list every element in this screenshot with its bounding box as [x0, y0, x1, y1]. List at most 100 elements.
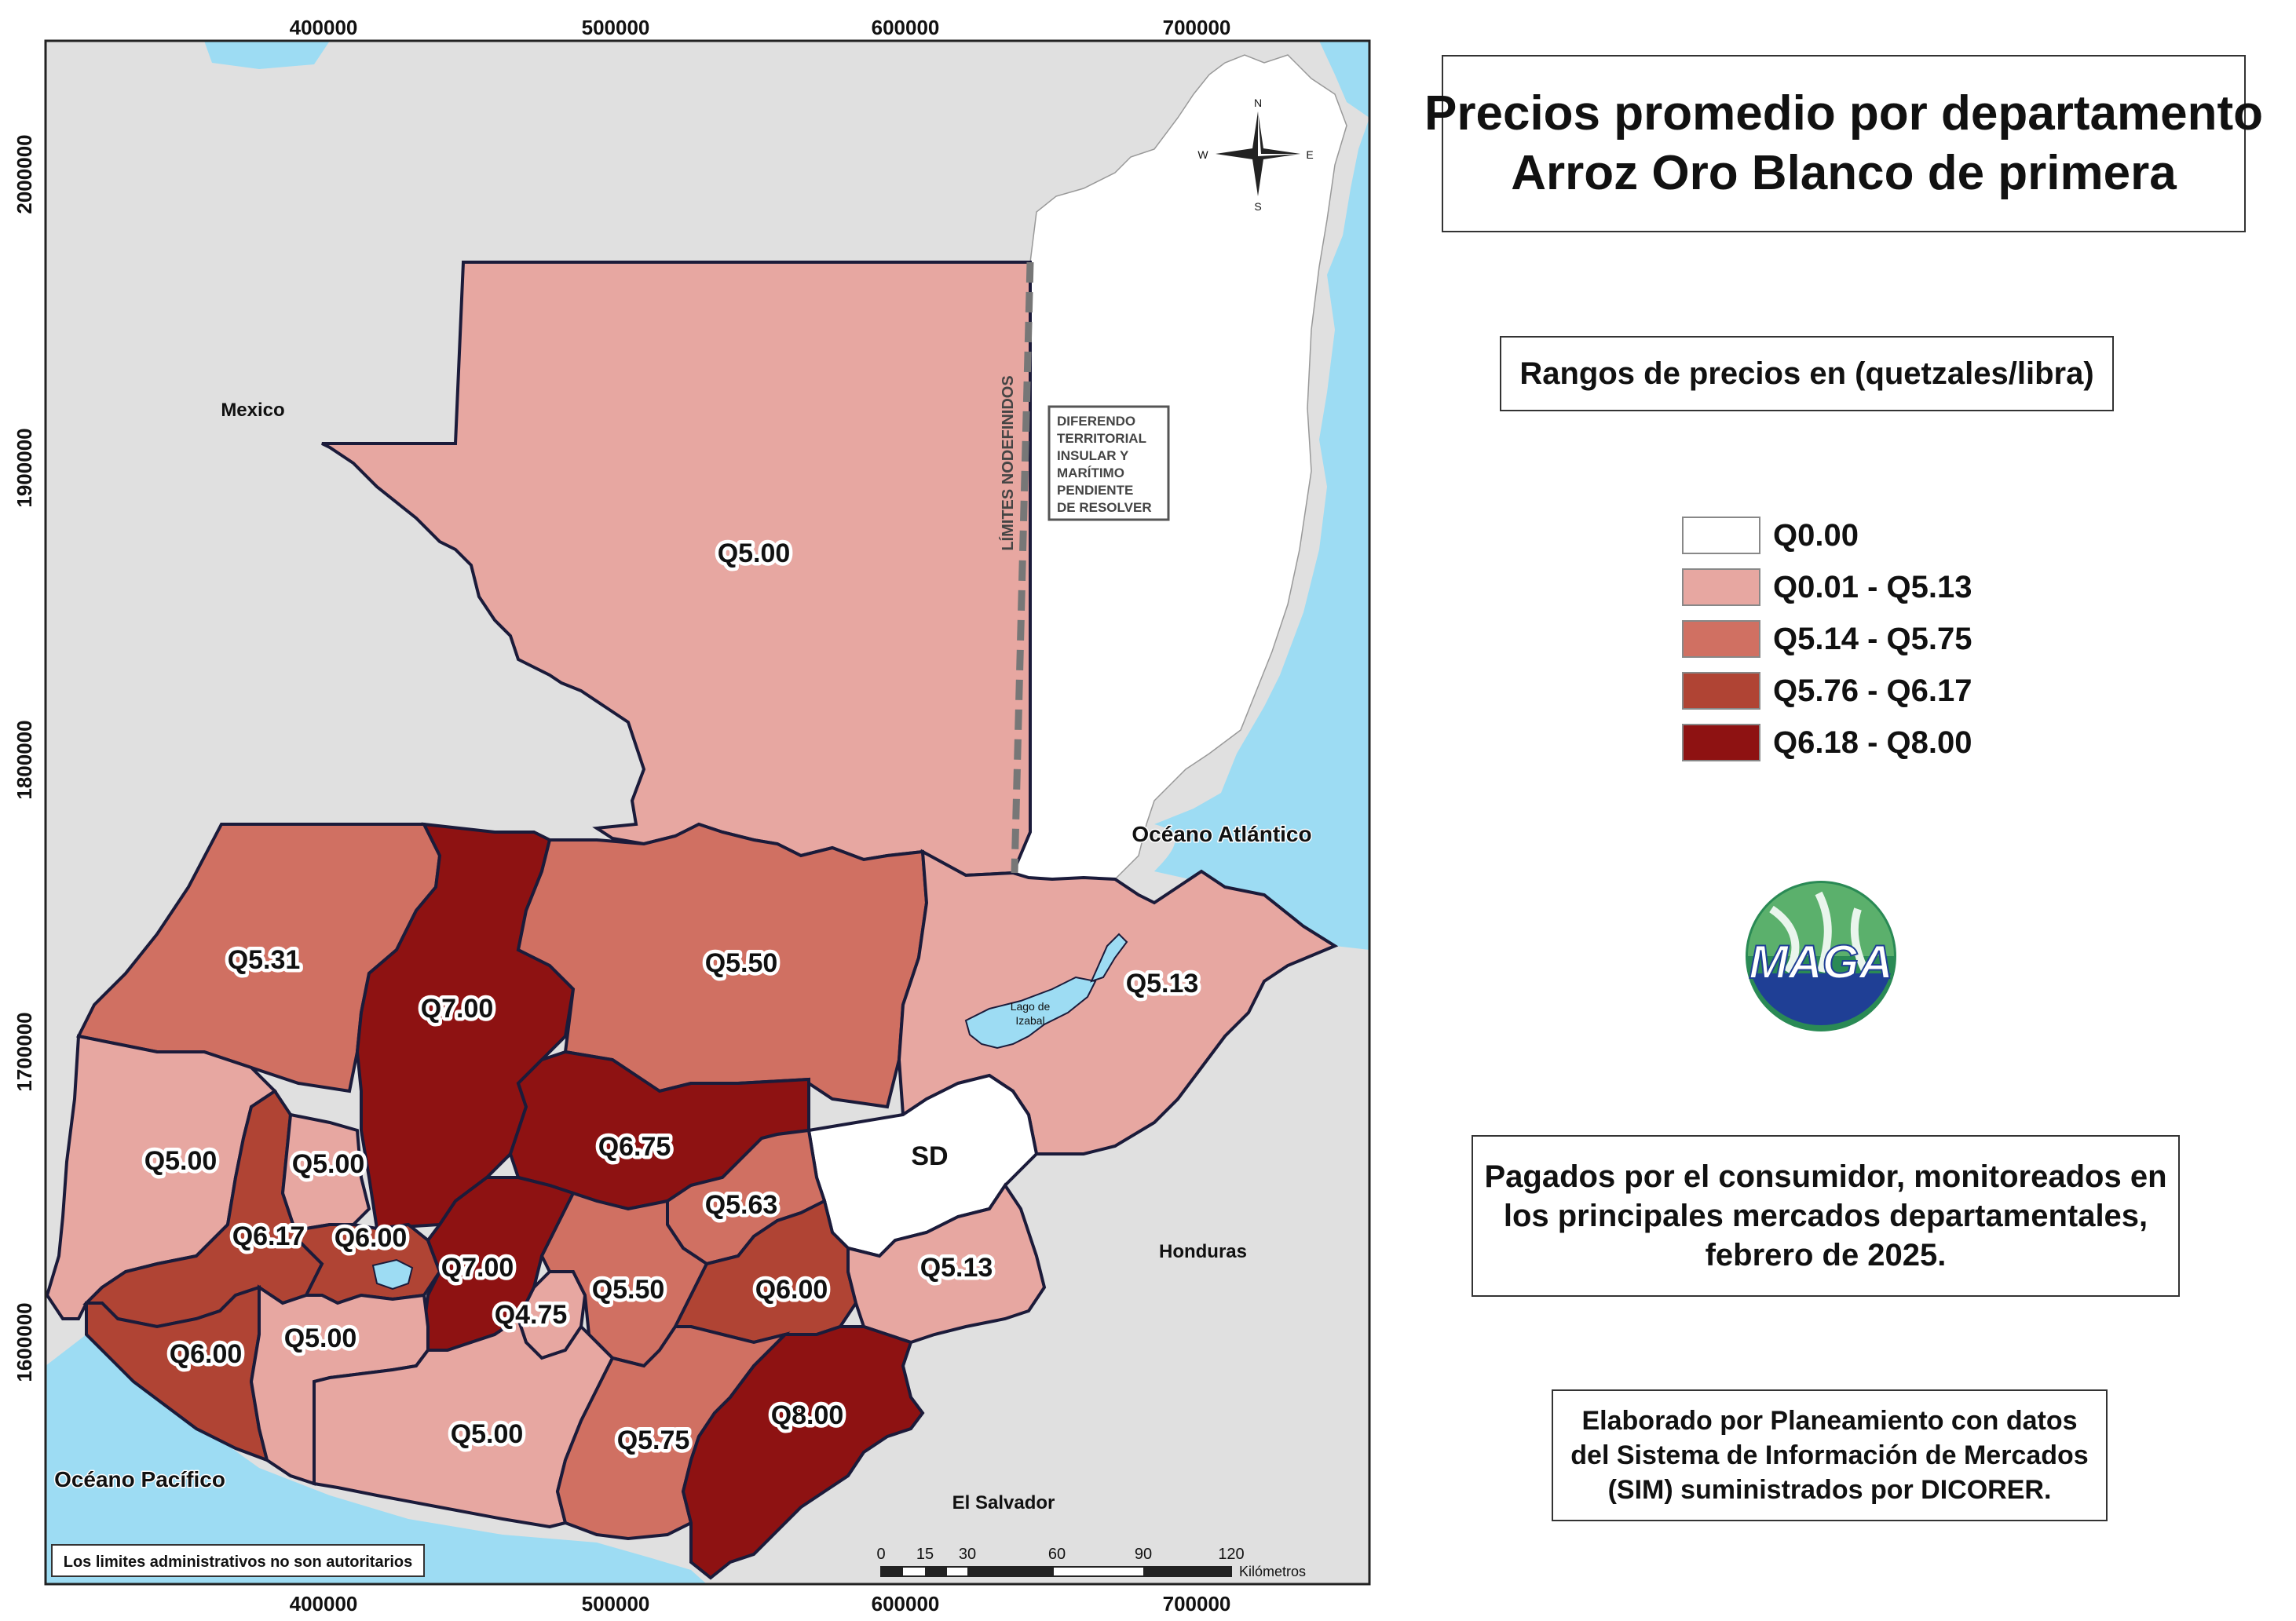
credits-line: del Sistema de Información de Mercados [1570, 1440, 2089, 1470]
legend-swatch [1682, 568, 1760, 606]
disputed-territory-text: DIFERENDO [1057, 414, 1135, 429]
price-label-chimaltenango: Q7.00 [441, 1253, 514, 1283]
price-label-izabal: Q5.13 [1126, 969, 1199, 999]
price-label-escuintla: Q5.00 [451, 1419, 524, 1449]
x-tick-label-top: 400000 [290, 16, 358, 39]
legend-swatch [1682, 517, 1760, 554]
label-lake-izabal: Lago de [1011, 1000, 1051, 1013]
legend-swatch [1682, 672, 1760, 710]
disclaimer-text: Los limites administrativos no son autor… [64, 1553, 413, 1571]
title-box: Precios promedio por departamento Arroz … [1424, 55, 2263, 232]
scale-tick-label: 120 [1218, 1546, 1244, 1563]
description-line: Pagados por el consumidor, monitoreados … [1484, 1159, 2167, 1194]
price-label-san-marcos: Q5.00 [144, 1146, 218, 1176]
price-label-totonicapan: Q5.00 [292, 1149, 365, 1179]
gulf-top [204, 41, 330, 69]
atlantic-ocean [1154, 118, 1369, 950]
maga-logo: MAGA [1746, 881, 1896, 1031]
scale-tick-label: 30 [959, 1546, 976, 1563]
scale-tick-label: 0 [876, 1546, 885, 1563]
range-title-box: Rangos de precios en (quetzales/libra) [1500, 336, 2114, 411]
legend-swatch [1682, 724, 1760, 761]
price-label-jutiapa: Q8.00 [771, 1400, 844, 1430]
x-tick-label-top: 600000 [872, 16, 940, 39]
compass-n: N [1254, 97, 1262, 109]
x-tick-label-top: 500000 [582, 16, 650, 39]
x-tick-label-bottom: 700000 [1163, 1592, 1231, 1616]
price-label-zacapa: SD [911, 1141, 948, 1171]
price-label-santa-rosa: Q5.75 [617, 1426, 690, 1455]
legend-item: Q5.14 - Q5.75 [1682, 620, 1972, 658]
price-label-retalhuleu: Q6.00 [170, 1339, 243, 1369]
compass-e: E [1306, 148, 1313, 161]
x-tick-label-bottom: 400000 [290, 1592, 358, 1616]
legend-label: Q0.01 - Q5.13 [1773, 569, 1972, 604]
y-tick-label-left: 1600000 [13, 1302, 36, 1382]
label-atlantic-ocean: Océano Atlántico [1132, 822, 1311, 846]
rio-dulce [1090, 933, 1128, 983]
disputed-territory-text: INSULAR Y [1057, 448, 1129, 463]
disputed-territory [1012, 54, 1347, 880]
label-pacific-ocean: Océano Pacífico [54, 1467, 225, 1491]
price-label-suchitepequez: Q5.00 [284, 1323, 357, 1353]
price-label-guatemala: Q5.50 [592, 1275, 665, 1305]
compass-rose [1216, 111, 1300, 196]
label-mexico: Mexico [221, 400, 284, 421]
label-honduras: Honduras [1159, 1241, 1247, 1262]
legend-label: Q5.76 - Q6.17 [1773, 673, 1972, 708]
price-label-quiche: Q7.00 [421, 994, 494, 1024]
price-label-sacatepequez: Q4.75 [495, 1300, 568, 1330]
compass-s: S [1254, 200, 1261, 213]
logo-text: MAGA [1749, 936, 1892, 988]
price-label-huehuetenango: Q5.31 [228, 945, 301, 975]
scale-tick-label: 15 [916, 1546, 934, 1563]
scale-bar [880, 1566, 1232, 1577]
scale-tick-label: 60 [1048, 1546, 1066, 1563]
title-line-1: Precios promedio por departamento [1424, 86, 2263, 141]
y-tick-label-left: 1700000 [13, 1012, 36, 1091]
y-tick-label-left: 1800000 [13, 720, 36, 799]
range-title: Rangos de precios en (quetzales/libra) [1519, 356, 2094, 391]
scale-unit: Kilómetros [1239, 1564, 1306, 1579]
legend-item: Q0.00 [1682, 517, 1859, 554]
compass-w: W [1197, 148, 1208, 161]
disputed-territory-text: DE RESOLVER [1057, 500, 1152, 515]
legend-item: Q0.01 - Q5.13 [1682, 568, 1972, 606]
label-el-salvador: El Salvador [952, 1492, 1055, 1513]
price-label-el-progreso: Q5.63 [705, 1190, 778, 1220]
price-label-peten: Q5.00 [718, 539, 791, 568]
pacific-ocean [46, 1334, 707, 1584]
legend-swatch [1682, 620, 1760, 658]
legend-label: Q0.00 [1773, 517, 1859, 553]
scale-tick-label: 90 [1135, 1546, 1152, 1563]
legend-label: Q6.18 - Q8.00 [1773, 725, 1972, 760]
price-label-solola: Q6.00 [335, 1223, 408, 1253]
undefined-limit-line [1011, 261, 1034, 874]
label-lake-izabal: Izabal [1015, 1014, 1044, 1027]
description-box: Pagados por el consumidor, monitoreados … [1472, 1135, 2180, 1297]
legend-item: Q5.76 - Q6.17 [1682, 672, 1972, 710]
gulf-top-right [1319, 41, 1369, 118]
title-line-2: Arroz Oro Blanco de primera [1511, 146, 2177, 200]
disputed-territory-box [1047, 405, 1170, 521]
lake-izabal [964, 976, 1097, 1050]
label-undefined-limits: LÍMITES NODEFINIDOS [999, 375, 1017, 550]
department-escuintla [313, 1316, 615, 1529]
price-label-baja-verapaz: Q6.75 [598, 1132, 671, 1162]
legend-item: Q6.18 - Q8.00 [1682, 724, 1972, 761]
disputed-territory-text: MARÍTIMO [1057, 465, 1124, 480]
department-jutiapa [681, 1325, 925, 1580]
price-label-jalapa: Q6.00 [755, 1275, 828, 1305]
map-frame [44, 39, 1371, 1586]
credits-line: Elaborado por Planeamiento con datos [1581, 1406, 2078, 1436]
department-price-map: 400000 400000 500000 500000 600000 600000 7000… [13, 16, 1371, 1616]
x-tick-label-bottom: 500000 [582, 1592, 650, 1616]
description-line: febrero de 2025. [1705, 1238, 1947, 1272]
price-label-quetzaltenango: Q6.17 [232, 1221, 305, 1251]
disputed-territory-text: PENDIENTE [1057, 483, 1133, 498]
price-label-alta-verapaz: Q5.50 [705, 948, 778, 978]
legend-label: Q5.14 - Q5.75 [1773, 621, 1972, 656]
credits-box: Elaborado por Planeamiento con datos del… [1552, 1389, 2108, 1521]
price-label-chiquimula: Q5.13 [920, 1253, 993, 1283]
x-tick-label-top: 700000 [1163, 16, 1231, 39]
